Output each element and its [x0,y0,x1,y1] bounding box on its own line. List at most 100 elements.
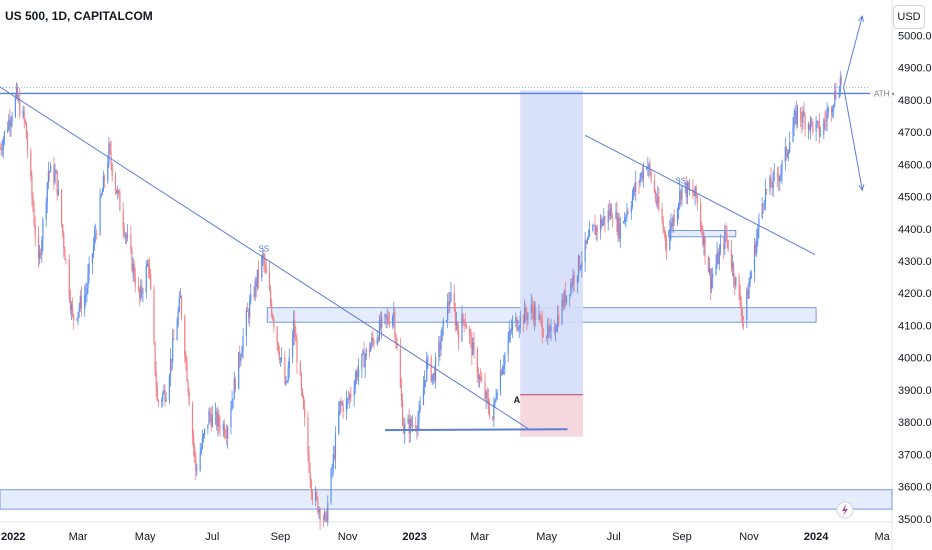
candle-body [549,330,551,332]
candle-body [811,118,813,122]
candle-body [62,224,64,235]
candle-body [131,249,133,272]
candle-body [134,277,136,286]
candle-body [73,314,75,320]
candles [0,71,843,531]
candle-body [234,378,236,390]
candle-body [279,358,282,360]
candle-body [548,325,550,332]
candle-body [730,250,733,268]
candle-body [299,362,301,376]
candle-body [241,351,243,357]
candle-body [30,150,32,176]
candle-body [725,231,727,235]
candle-body [464,323,466,326]
candle-body [508,331,510,341]
currency-button[interactable]: USD [893,5,925,29]
candle-body [679,190,681,204]
candle-body [7,129,9,132]
candle-body [672,216,674,227]
candle-body [207,424,209,429]
candle-body [3,131,5,140]
candle-body [410,419,412,426]
ss-label-2023: SS [675,177,686,186]
candle-body [540,316,542,320]
candle-body [69,298,71,310]
candle-body [455,322,458,326]
candle-body [107,163,109,181]
candle-body [819,134,822,136]
candle-body [361,353,363,370]
candle-body [302,396,305,409]
candle-body [40,251,42,256]
candle-body [715,264,717,274]
candle-body [817,121,819,123]
candle-body [789,142,791,153]
candle-body [331,468,333,470]
candle-body [684,183,686,186]
candle-body [387,316,389,322]
candle-body [571,282,573,286]
candle-body [78,307,80,313]
candle-body [518,327,520,330]
candle-body [85,294,87,296]
candle-body [555,327,558,331]
y-tick-label: 3800.0 [898,417,932,429]
candle-body [423,380,426,388]
candle-body [0,148,2,150]
candle-body [348,399,350,400]
y-tick-label: 3900.0 [898,385,932,397]
candle-body [173,338,175,340]
candle-body [663,229,665,233]
candle-body [642,168,645,179]
candle-body [750,272,752,279]
candle-body [1,149,3,151]
candle-body [779,176,781,182]
candle-body [579,256,581,269]
candle-body [381,316,383,328]
candle-body [185,357,187,361]
candle-body [400,387,403,401]
support-line-2022 [384,428,568,432]
candle-body [830,108,833,113]
candle-body [439,342,441,350]
candle-body [708,268,711,273]
candle-body [526,315,528,320]
candle-body [569,294,571,296]
candle-body [334,433,337,459]
candle-body [772,173,774,189]
x-tick-label: Nov [338,531,358,543]
candle-body [433,373,436,381]
candle-body [448,301,450,305]
candle-body [11,116,13,122]
candle-body [346,399,349,400]
candle-body [524,307,526,324]
candle-body [194,446,196,455]
candle-body [719,244,722,251]
candle-body [287,368,289,382]
candle-body [607,210,609,223]
candle-body [840,78,843,81]
candle-body [827,108,829,113]
x-tick-label: Sep [271,531,291,543]
candle-body [300,375,302,389]
candle-body [746,289,748,320]
candle-body [709,268,712,290]
candle-body [769,177,771,191]
candle-body [140,285,142,299]
candle-body [10,121,12,126]
candle-body [525,307,527,316]
candle-body [103,176,106,181]
candle-body [227,427,229,439]
candle-body [458,330,460,342]
lightning-icon [836,501,854,519]
candle-body [562,300,564,307]
y-tick-label: 4600.0 [898,159,932,171]
candle-body [825,120,827,122]
candle-body [753,244,756,273]
candle-body [100,195,102,197]
candle-body [257,269,260,278]
candle-body [230,409,232,428]
candle-body [471,336,473,355]
